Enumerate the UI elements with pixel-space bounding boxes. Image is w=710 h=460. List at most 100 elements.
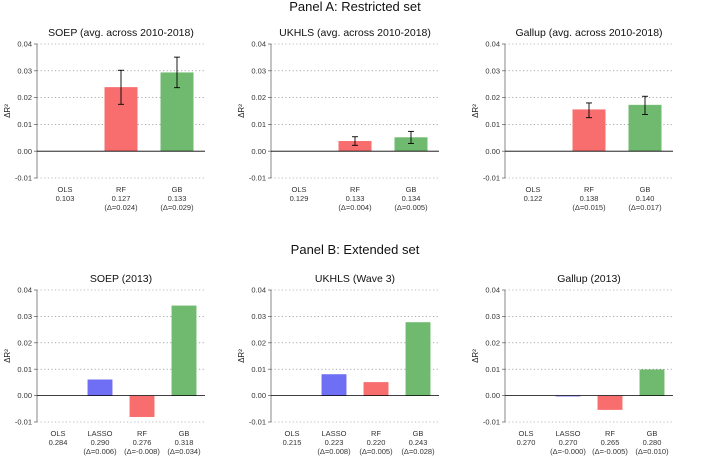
category-label: GB [647, 429, 658, 438]
r2-label: 0.270 [559, 438, 578, 447]
category-label: OLS [57, 185, 72, 194]
bar-gb [639, 369, 665, 396]
category-label: RF [137, 429, 147, 438]
y-tick-label: 0.00 [485, 391, 500, 400]
y-tick-label: 0.03 [17, 66, 32, 75]
delta-label: (Δ=-0.005) [592, 447, 628, 456]
y-tick-label: -0.01 [15, 418, 32, 427]
y-tick-label: 0.00 [17, 391, 32, 400]
y-tick-label: 0.01 [17, 365, 32, 374]
y-tick-label: 0.00 [251, 391, 266, 400]
category-label: OLS [50, 429, 65, 438]
y-axis-label: ΔR² [237, 349, 246, 363]
category-label: GB [640, 185, 651, 194]
y-tick-label: 0.03 [17, 312, 32, 321]
delta-label: (Δ=0.010) [635, 447, 669, 456]
chart-title: Gallup (avg. across 2010-2018) [515, 27, 662, 39]
r2-label: 0.280 [643, 438, 662, 447]
r2-label: 0.133 [346, 194, 365, 203]
chart-title: Gallup (2013) [557, 273, 621, 285]
category-label: OLS [284, 429, 299, 438]
category-label: RF [116, 185, 126, 194]
category-label: RF [371, 429, 381, 438]
delta-label: (Δ=0.028) [401, 447, 435, 456]
chart-1-1: UKHLS (Wave 3) -0.01 0.00 0.01 0.02 0.03 0.04 Δ… [237, 273, 439, 456]
y-tick-label: 0.04 [485, 286, 500, 295]
chart-0-2: Gallup (avg. across 2010-2018) -0.01 0.00 0… [471, 27, 673, 212]
category-label: LASSO [555, 429, 580, 438]
chart-1-2: Gallup (2013) -0.01 0.00 0.01 0.02 0.03 0.04 ΔR… [471, 273, 673, 456]
y-tick-label: 0.01 [485, 120, 500, 129]
category-label: GB [179, 429, 190, 438]
y-tick-label: 0.02 [485, 93, 500, 102]
bar-gb [171, 305, 197, 396]
bar-rf [363, 382, 389, 396]
delta-label: (Δ=0.015) [572, 203, 606, 212]
chart-title: SOEP (avg. across 2010-2018) [48, 27, 194, 39]
y-tick-label: 0.02 [485, 338, 500, 347]
y-axis-label: ΔR² [3, 349, 12, 363]
y-tick-label: 0.03 [251, 66, 266, 75]
y-tick-label: 0.02 [17, 338, 32, 347]
category-label: OLS [525, 185, 540, 194]
r2-label: 0.243 [409, 438, 428, 447]
delta-label: (Δ=0.034) [167, 447, 201, 456]
r2-label: 0.133 [168, 194, 187, 203]
r2-label: 0.140 [636, 194, 655, 203]
r2-label: 0.138 [580, 194, 599, 203]
bar-rf [597, 395, 623, 410]
y-tick-label: 0.04 [251, 40, 266, 49]
chart-title: UKHLS (avg. across 2010-2018) [279, 27, 431, 39]
delta-label: (Δ=0.017) [628, 203, 662, 212]
delta-label: (Δ=0.008) [317, 447, 351, 456]
chart-0-0: SOEP (avg. across 2010-2018) -0.01 0.00 0.0… [3, 27, 205, 212]
bar-rf [129, 395, 155, 417]
category-label: OLS [291, 185, 306, 194]
delta-label: (Δ=0.004) [338, 203, 372, 212]
y-tick-label: 0.02 [17, 93, 32, 102]
y-tick-label: 0.00 [17, 147, 32, 156]
y-tick-label: -0.01 [483, 174, 500, 183]
y-tick-label: -0.01 [15, 174, 32, 183]
chart-1-0: SOEP (2013) -0.01 0.00 0.01 0.02 0.03 0.04 ΔR² O… [3, 273, 205, 456]
y-tick-label: 0.03 [485, 66, 500, 75]
r2-label: 0.318 [175, 438, 194, 447]
y-tick-label: 0.01 [485, 365, 500, 374]
category-label: LASSO [321, 429, 346, 438]
y-tick-label: 0.01 [251, 365, 266, 374]
y-tick-label: -0.01 [483, 418, 500, 427]
y-tick-label: -0.01 [249, 174, 266, 183]
panel-a-title: Panel A: Restricted set [289, 0, 421, 14]
y-tick-label: 0.00 [485, 147, 500, 156]
y-tick-label: 0.02 [251, 338, 266, 347]
y-tick-label: 0.04 [17, 40, 32, 49]
r2-label: 0.284 [49, 438, 68, 447]
y-tick-label: 0.04 [251, 286, 266, 295]
r2-label: 0.265 [601, 438, 620, 447]
y-tick-label: 0.03 [485, 312, 500, 321]
r2-label: 0.103 [56, 194, 75, 203]
chart-0-1: UKHLS (avg. across 2010-2018) -0.01 0.00 0.… [237, 27, 439, 212]
category-label: RF [350, 185, 360, 194]
y-axis-label: ΔR² [471, 349, 480, 363]
delta-label: (Δ=0.024) [104, 203, 138, 212]
y-axis-label: ΔR² [3, 104, 12, 118]
bar-gb [405, 322, 431, 396]
y-axis-label: ΔR² [237, 104, 246, 118]
r2-label: 0.134 [402, 194, 421, 203]
category-label: RF [605, 429, 615, 438]
delta-label: (Δ=0.029) [160, 203, 194, 212]
y-tick-label: 0.00 [251, 147, 266, 156]
r2-label: 0.220 [367, 438, 386, 447]
chart-title: SOEP (2013) [90, 273, 152, 285]
y-tick-label: 0.02 [251, 93, 266, 102]
delta-label: (Δ=0.006) [83, 447, 117, 456]
y-tick-label: 0.04 [485, 40, 500, 49]
category-label: GB [413, 429, 424, 438]
delta-label: (Δ=-0.008) [124, 447, 160, 456]
r2-label: 0.290 [91, 438, 110, 447]
r2-label: 0.215 [283, 438, 302, 447]
delta-label: (Δ=0.005) [359, 447, 393, 456]
y-tick-label: 0.01 [17, 120, 32, 129]
category-label: RF [584, 185, 594, 194]
